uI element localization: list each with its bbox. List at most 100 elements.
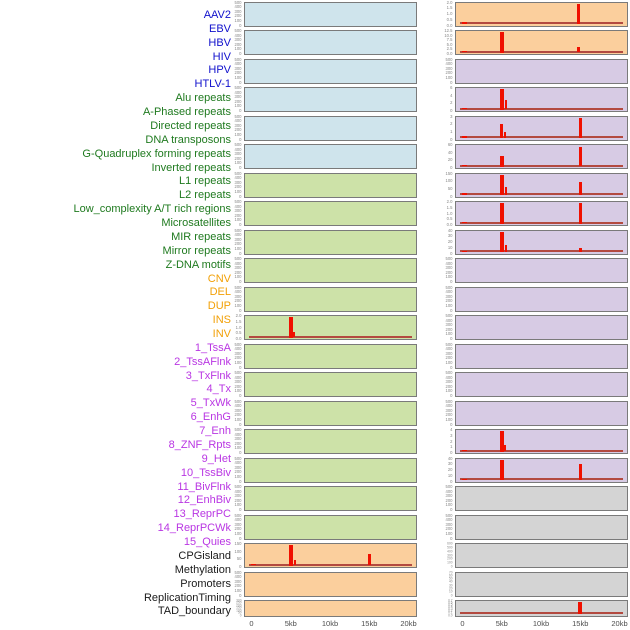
y-tick-label: 100 [234, 445, 242, 451]
y-tick-label: 500 [234, 341, 242, 347]
x-tick-label: 20kb [611, 618, 628, 628]
y-tick-label: 10 [447, 472, 453, 478]
strip-panel-HIV [243, 87, 417, 112]
y-tick-label: 0 [239, 193, 242, 199]
feature-label: A-Phased repeats [142, 106, 231, 119]
y-tick-label: 200 [234, 355, 242, 361]
y-tick-label: 300 [234, 151, 242, 157]
feature-label: 13_ReprPC [173, 508, 231, 521]
y-tick-label: 200 [234, 269, 242, 275]
y-tick-label: 200 [445, 298, 453, 304]
y-tick-label: 0 [239, 307, 242, 313]
feature-label: EBV [208, 22, 231, 35]
y-tick-label: 300 [234, 265, 242, 271]
y-tick-label: 200 [234, 440, 242, 446]
event-spike [499, 203, 504, 224]
y-tick-label: 100 [234, 188, 242, 194]
y-tick-label: 60 [448, 573, 453, 578]
y-tick-label: 200 [447, 556, 453, 561]
y-tick-label: 500 [445, 370, 453, 376]
y-tick-label: 200 [234, 13, 242, 19]
event-spike [504, 187, 507, 195]
y-tick-label: 200 [234, 127, 242, 133]
y-tick-label: 0 [450, 421, 453, 427]
y-tick-label: 12.5 [444, 28, 453, 34]
y-tick-label: 400 [234, 260, 242, 266]
y-tick-label: 100 [445, 530, 453, 536]
y-tick-label: 100 [234, 74, 242, 80]
feature-label: 3_TxFlnk [185, 369, 231, 382]
y-tick-label: 250 [236, 600, 242, 605]
y-tick-label: 0.3 [448, 606, 453, 611]
y-tick-label: 500 [445, 341, 453, 347]
y-tick-label: 500 [234, 85, 242, 91]
y-tick-label: 400 [445, 260, 453, 266]
y-tick-label: 500 [234, 484, 242, 490]
y-tick-label: 100 [234, 302, 242, 308]
y-tick-label: 0.5 [446, 16, 453, 22]
y-tick-label: 0 [450, 593, 453, 598]
zero-baseline [459, 612, 623, 614]
strip-panel-11-BivFlnk [454, 343, 628, 369]
y-tick-label: 300 [234, 37, 242, 43]
y-tick-label: 1.5 [446, 5, 453, 11]
event-spike [462, 478, 468, 480]
y-tick-label: 0 [450, 336, 453, 342]
feature-label: Methylation [174, 563, 231, 576]
y-tick-label: 200 [234, 583, 242, 589]
y-tick-label: 5.0 [446, 41, 453, 47]
y-tick-label: 100 [445, 178, 453, 184]
x-tick-label: 0 [460, 618, 465, 628]
y-tick-label: 0 [239, 51, 242, 57]
strip-panel-Directed-repeats [243, 229, 417, 255]
y-tick-label: 0 [239, 222, 242, 228]
y-tick-label: 200 [234, 155, 242, 161]
y-tick-label: 200 [234, 497, 242, 503]
event-spike [293, 559, 296, 566]
strip-panel-13-ReprPC [454, 400, 628, 426]
y-tick-label: 400 [445, 289, 453, 295]
y-tick-label: 0.2 [448, 608, 453, 613]
y-tick-label: 0 [450, 535, 453, 541]
y-tick-label: 100 [234, 416, 242, 422]
event-spike [504, 245, 507, 252]
y-tick-label: 300 [234, 236, 242, 242]
feature-label: MIR repeats [171, 230, 231, 243]
y-tick-label: 30 [447, 233, 453, 239]
y-tick-label: 200 [445, 412, 453, 418]
y-tick-label: 400 [445, 403, 453, 409]
y-tick-label: 20 [447, 239, 453, 245]
y-tick-label: 1.5 [446, 204, 453, 210]
feature-label: Promoters [180, 577, 231, 590]
y-tick-label: 0 [450, 307, 453, 313]
y-tick-label: 500 [234, 284, 242, 290]
y-tick-label: 500 [234, 227, 242, 233]
feature-label: 9_Het [201, 452, 231, 465]
y-tick-label: 10 [447, 244, 453, 250]
event-spike [579, 247, 582, 252]
zero-baseline [459, 164, 623, 167]
y-tick-label: 300 [236, 598, 242, 603]
y-tick-label: 0.6 [448, 600, 453, 605]
y-tick-label: 4 [450, 427, 453, 433]
event-spike [578, 602, 583, 614]
y-tick-label: 400 [445, 346, 453, 352]
y-tick-label: 200 [445, 326, 453, 332]
event-spike [499, 431, 504, 452]
event-spike [499, 459, 504, 480]
feature-label: CNV [207, 272, 231, 285]
y-tick-label: 1.0 [446, 11, 453, 17]
strip-panel-Microsatellites [243, 429, 417, 454]
y-tick-label: 400 [445, 317, 453, 323]
strip-panel-DNA-transposons [243, 258, 417, 283]
y-tick-label: 0 [239, 364, 242, 370]
y-tick-label: 400 [445, 374, 453, 380]
event-spike [499, 174, 504, 195]
y-tick-label: 200 [445, 355, 453, 361]
feature-label: Microsatellites [161, 217, 231, 230]
y-tick-label: 200 [234, 383, 242, 389]
y-tick-label: 0.0 [448, 613, 453, 618]
y-tick-label: 0 [239, 592, 242, 598]
y-tick-label: 400 [234, 460, 242, 466]
